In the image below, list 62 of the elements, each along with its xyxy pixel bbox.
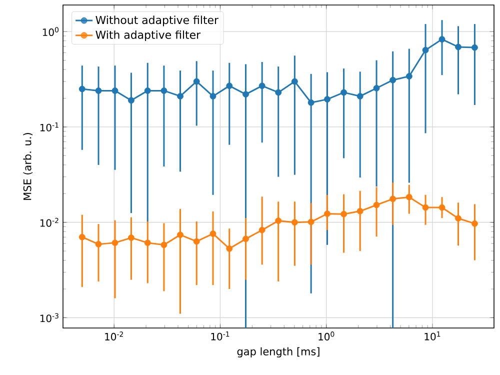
y-tick-label: 10$^{-1}$ <box>40 122 58 132</box>
point <box>390 196 396 202</box>
point <box>471 220 478 227</box>
point <box>210 92 216 100</box>
point <box>275 217 282 224</box>
point <box>275 89 282 96</box>
x-axis-title: gap length [ms] <box>237 347 320 358</box>
point <box>455 44 462 50</box>
point <box>455 215 462 222</box>
point <box>112 240 118 246</box>
point <box>78 86 86 92</box>
point <box>406 194 412 200</box>
point <box>193 238 200 245</box>
point <box>242 91 249 98</box>
point <box>406 73 412 80</box>
point <box>390 76 396 84</box>
point <box>78 234 86 240</box>
x-tick-label: 10$^{-1}$ <box>211 332 230 340</box>
point <box>193 78 200 85</box>
point <box>308 99 314 106</box>
point <box>438 204 446 211</box>
x-tick-label: 10$^{-2}$ <box>105 332 123 340</box>
point <box>324 96 330 103</box>
point <box>210 230 216 237</box>
point <box>291 219 298 226</box>
point <box>128 234 134 241</box>
point <box>144 87 151 94</box>
point <box>160 242 168 248</box>
point <box>95 87 102 94</box>
point <box>373 84 380 92</box>
point <box>438 36 446 43</box>
point <box>308 218 314 226</box>
point <box>226 245 233 252</box>
y-tick-label: 10$^{0}$ <box>42 27 59 36</box>
point <box>177 232 184 238</box>
point <box>258 82 266 90</box>
point <box>324 210 330 217</box>
y-tick-label: 10$^{-3}$ <box>40 313 58 322</box>
point <box>112 87 118 94</box>
point <box>160 87 168 94</box>
point <box>422 46 429 54</box>
point <box>422 204 429 211</box>
legend-label: Without adaptive filter <box>96 16 219 26</box>
point <box>356 208 364 214</box>
y-tick-label: 10$^{-2}$ <box>40 218 58 227</box>
x-tick-label: 10$^{1}$ <box>424 332 440 340</box>
y-axis-title: MSE (arb. u.) <box>23 132 33 200</box>
point <box>340 89 348 96</box>
legend-label: With adaptive filter <box>96 30 201 42</box>
point <box>177 92 184 100</box>
point <box>144 240 151 246</box>
point <box>373 202 380 208</box>
point <box>226 82 233 90</box>
point <box>258 226 266 234</box>
point <box>128 97 134 104</box>
point <box>471 44 478 51</box>
x-tick-label: 10$^{0}$ <box>318 332 334 340</box>
point <box>242 236 249 242</box>
point <box>291 78 298 85</box>
point <box>95 240 102 248</box>
point <box>340 210 348 218</box>
point <box>356 92 364 100</box>
